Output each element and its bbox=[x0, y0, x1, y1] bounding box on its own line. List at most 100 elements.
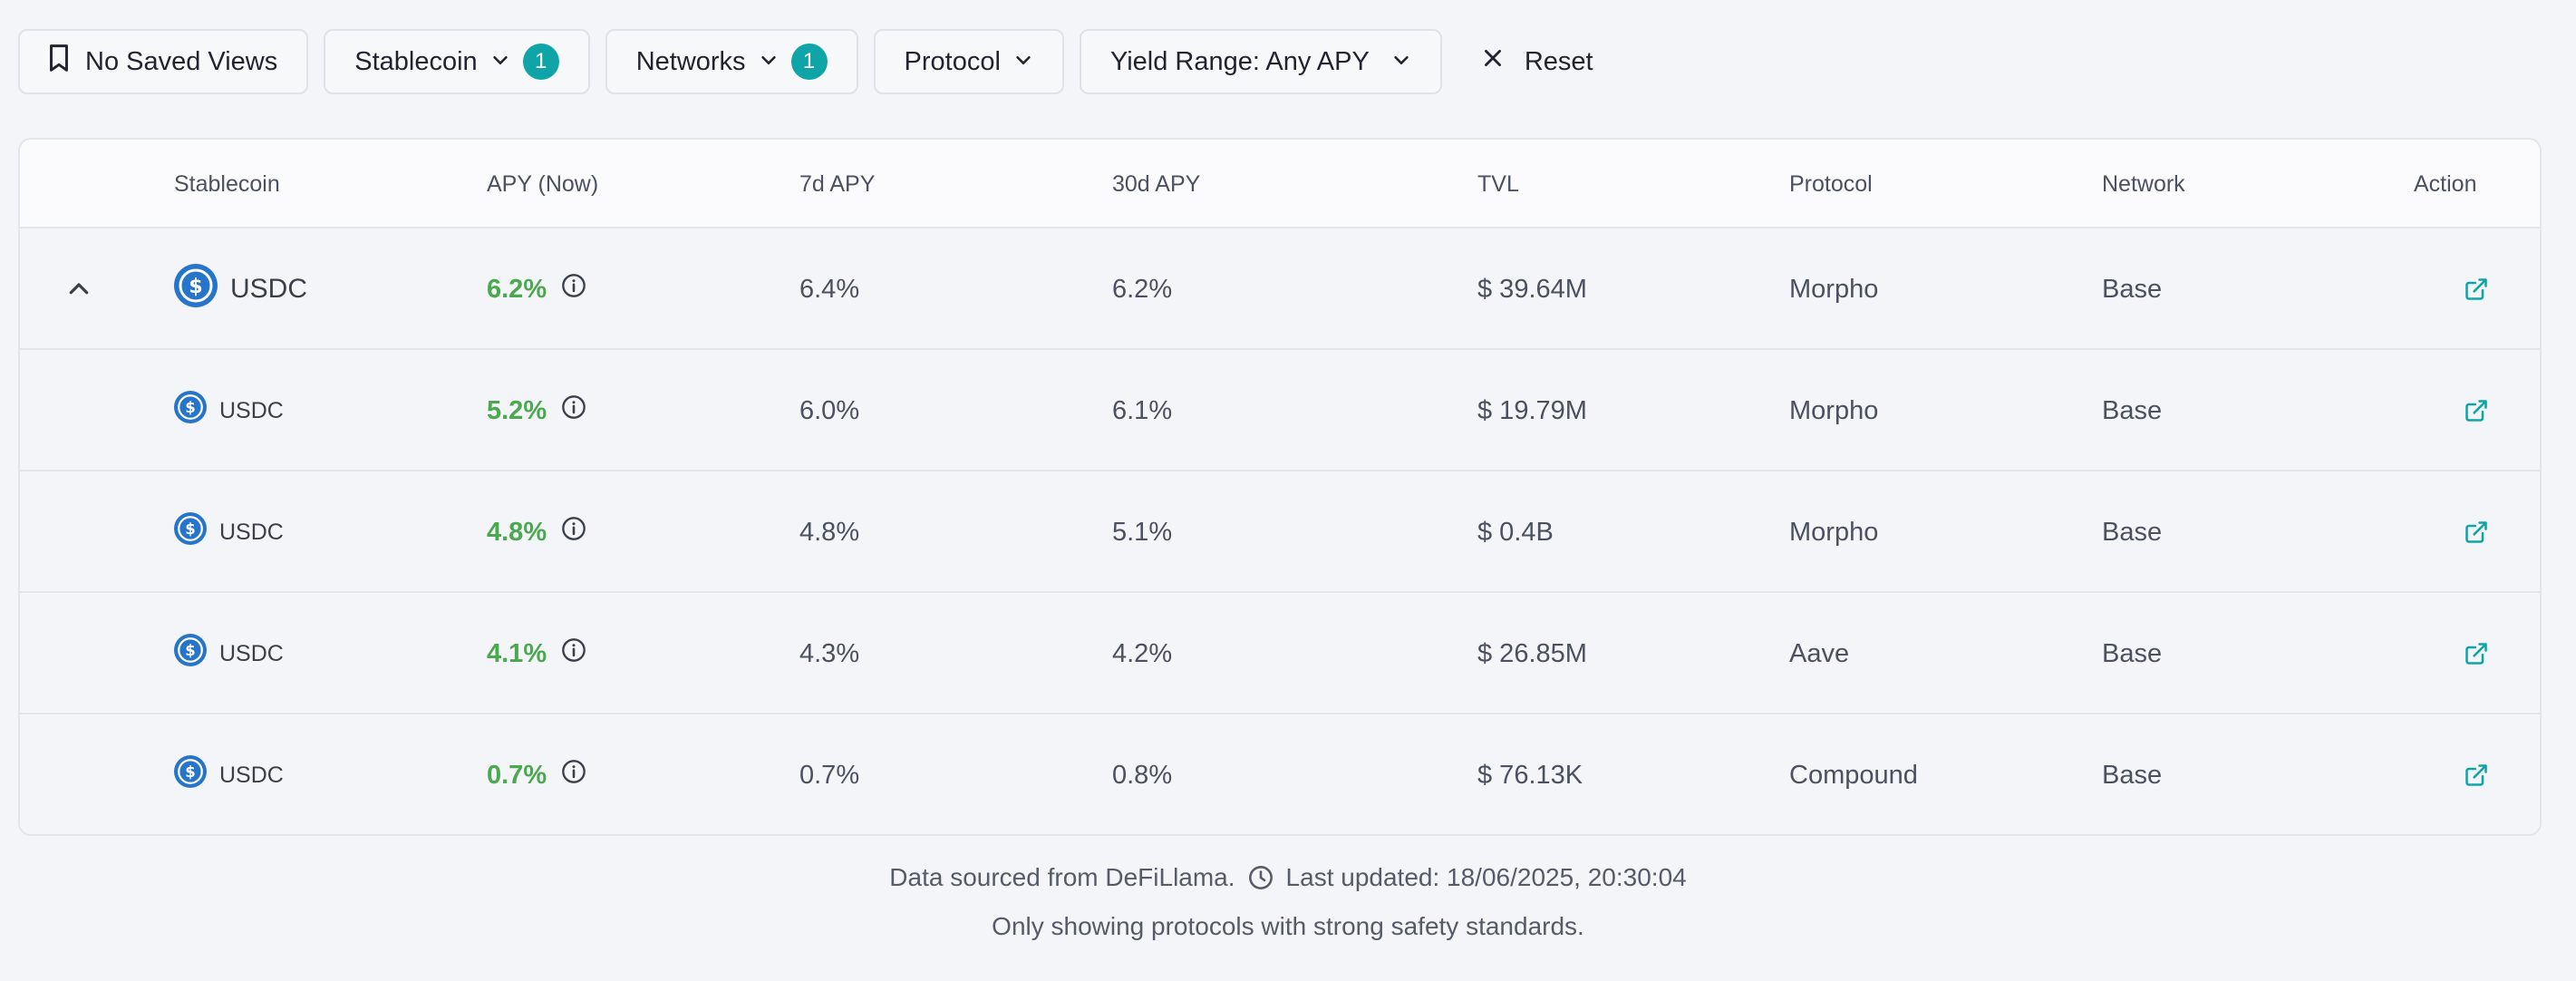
apy-now-cell: 5.2% bbox=[487, 350, 586, 471]
stablecoin-cell: $ USDC bbox=[174, 228, 307, 350]
protocol-value: Morpho bbox=[1789, 517, 1879, 547]
column-header-7d-apy[interactable]: 7d APY bbox=[799, 170, 876, 197]
protocol-value: Aave bbox=[1789, 638, 1850, 668]
coin-name: USDC bbox=[219, 519, 284, 545]
info-icon[interactable] bbox=[561, 759, 586, 792]
chevron-down-icon bbox=[759, 47, 779, 77]
column-header-action: Action bbox=[2414, 170, 2477, 197]
external-link-icon[interactable] bbox=[2464, 228, 2489, 350]
reset-button[interactable]: Reset bbox=[1457, 29, 1617, 94]
column-header-protocol[interactable]: Protocol bbox=[1789, 170, 1873, 197]
chevron-down-icon bbox=[1013, 47, 1033, 77]
external-link-icon[interactable] bbox=[2464, 714, 2489, 834]
protocol-value: Morpho bbox=[1789, 395, 1879, 425]
external-link-icon[interactable] bbox=[2464, 593, 2489, 714]
tvl-value: $ 76.13K bbox=[1477, 760, 1583, 790]
stablecoin-count-badge: 1 bbox=[522, 44, 559, 80]
apy-now-cell: 0.7% bbox=[487, 714, 586, 834]
coin-name: USDC bbox=[219, 762, 284, 788]
apy-now-cell: 4.1% bbox=[487, 593, 586, 714]
chevron-down-icon bbox=[1391, 47, 1411, 77]
stablecoin-cell: $ USDC bbox=[174, 593, 284, 714]
info-icon[interactable] bbox=[561, 273, 586, 306]
apy-30d-value: 5.1% bbox=[1112, 517, 1173, 547]
apy-7d-value: 6.0% bbox=[799, 395, 860, 425]
stablecoin-cell: $ USDC bbox=[174, 714, 284, 834]
table-row[interactable]: $ USDC 4.1% 4.3% 4.2% $ 26.85M Aave Base bbox=[20, 593, 2540, 714]
svg-text:$: $ bbox=[185, 763, 195, 781]
apy-30d-value: 4.2% bbox=[1112, 638, 1173, 668]
close-icon bbox=[1481, 46, 1505, 77]
apy-7d-value: 0.7% bbox=[799, 760, 860, 790]
svg-text:$: $ bbox=[185, 642, 195, 659]
protocol-filter-label: Protocol bbox=[904, 46, 1001, 76]
apy-now-value: 4.1% bbox=[487, 638, 547, 668]
network-value: Base bbox=[2102, 638, 2163, 668]
coin-name: USDC bbox=[219, 640, 284, 666]
usdc-icon: $ bbox=[174, 755, 207, 795]
tvl-value: $ 39.64M bbox=[1477, 274, 1587, 304]
external-link-icon[interactable] bbox=[2464, 471, 2489, 593]
chevron-up-icon[interactable] bbox=[65, 228, 92, 350]
protocol-filter-button[interactable]: Protocol bbox=[873, 29, 1064, 94]
stablecoin-filter-button[interactable]: Stablecoin 1 bbox=[324, 29, 590, 94]
networks-filter-button[interactable]: Networks 1 bbox=[605, 29, 858, 94]
apy-now-value: 5.2% bbox=[487, 395, 547, 425]
network-value: Base bbox=[2102, 274, 2163, 304]
chevron-down-icon bbox=[490, 47, 510, 77]
svg-text:$: $ bbox=[189, 276, 202, 298]
apy-7d-value: 4.8% bbox=[799, 517, 860, 547]
table-row[interactable]: $ USDC 4.8% 4.8% 5.1% $ 0.4B Morpho Base bbox=[20, 471, 2540, 593]
yield-table: Stablecoin APY (Now) 7d APY 30d APY TVL … bbox=[18, 138, 2542, 836]
info-icon[interactable] bbox=[561, 637, 586, 670]
apy-7d-value: 6.4% bbox=[799, 274, 860, 304]
footer-source-line: Data sourced from DeFiLlama. Last update… bbox=[0, 863, 2576, 892]
bookmark-icon bbox=[45, 43, 73, 81]
apy-now-value: 6.2% bbox=[487, 274, 547, 304]
table-row[interactable]: $ USDC 0.7% 0.7% 0.8% $ 76.13K Compound … bbox=[20, 714, 2540, 834]
table-row[interactable]: $ USDC 5.2% 6.0% 6.1% $ 19.79M Morpho Ba… bbox=[20, 350, 2540, 471]
coin-name: USDC bbox=[230, 274, 308, 304]
column-header-apy-now[interactable]: APY (Now) bbox=[487, 170, 599, 197]
yield-range-filter-label: Yield Range: Any APY bbox=[1109, 46, 1370, 76]
protocol-value: Compound bbox=[1789, 760, 1918, 790]
data-source-text: Data sourced from DeFiLlama. bbox=[889, 863, 1235, 891]
external-link-icon[interactable] bbox=[2464, 350, 2489, 471]
info-icon[interactable] bbox=[561, 394, 586, 427]
apy-now-cell: 4.8% bbox=[487, 471, 586, 593]
apy-30d-value: 6.2% bbox=[1112, 274, 1173, 304]
stablecoin-filter-label: Stablecoin bbox=[354, 46, 478, 76]
saved-views-button[interactable]: No Saved Views bbox=[18, 29, 309, 94]
clock-icon bbox=[1248, 865, 1273, 890]
last-updated-text: Last updated: 18/06/2025, 20:30:04 bbox=[1285, 863, 1687, 891]
reset-label: Reset bbox=[1524, 46, 1593, 76]
usdc-icon: $ bbox=[174, 264, 218, 315]
tvl-value: $ 0.4B bbox=[1477, 517, 1554, 547]
apy-now-cell: 6.2% bbox=[487, 228, 586, 350]
networks-count-badge: 1 bbox=[790, 44, 828, 80]
column-header-30d-apy[interactable]: 30d APY bbox=[1112, 170, 1201, 197]
network-value: Base bbox=[2102, 760, 2163, 790]
column-header-network[interactable]: Network bbox=[2102, 170, 2185, 197]
coin-name: USDC bbox=[219, 397, 284, 423]
apy-7d-value: 4.3% bbox=[799, 638, 860, 668]
safety-note-text: Only showing protocols with strong safet… bbox=[992, 912, 1584, 940]
apy-30d-value: 0.8% bbox=[1112, 760, 1173, 790]
apy-now-value: 4.8% bbox=[487, 517, 547, 547]
column-header-tvl[interactable]: TVL bbox=[1477, 170, 1519, 197]
tvl-value: $ 26.85M bbox=[1477, 638, 1587, 668]
filter-bar: No Saved Views Stablecoin 1 Networks 1 P… bbox=[18, 29, 1617, 94]
yield-range-filter-button[interactable]: Yield Range: Any APY bbox=[1079, 29, 1442, 94]
column-header-stablecoin[interactable]: Stablecoin bbox=[174, 170, 280, 197]
stablecoin-cell: $ USDC bbox=[174, 471, 284, 593]
stablecoin-cell: $ USDC bbox=[174, 350, 284, 471]
saved-views-label: No Saved Views bbox=[85, 46, 278, 76]
info-icon[interactable] bbox=[561, 516, 586, 549]
apy-30d-value: 6.1% bbox=[1112, 395, 1173, 425]
network-value: Base bbox=[2102, 395, 2163, 425]
usdc-icon: $ bbox=[174, 634, 207, 674]
svg-text:$: $ bbox=[185, 520, 195, 538]
network-value: Base bbox=[2102, 517, 2163, 547]
table-row[interactable]: $ USDC 6.2% 6.4% 6.2% $ 39.64M Morpho Ba… bbox=[20, 228, 2540, 350]
tvl-value: $ 19.79M bbox=[1477, 395, 1587, 425]
